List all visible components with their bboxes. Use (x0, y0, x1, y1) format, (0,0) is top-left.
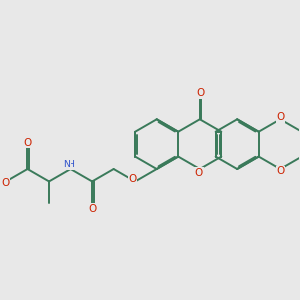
Text: O: O (277, 112, 285, 122)
Text: H: H (67, 160, 74, 169)
Text: N: N (63, 160, 70, 169)
Text: O: O (88, 204, 97, 214)
Text: O: O (277, 166, 285, 176)
Text: O: O (128, 174, 136, 184)
Text: O: O (196, 88, 204, 98)
Text: O: O (195, 168, 203, 178)
Text: O: O (1, 178, 10, 188)
Text: O: O (24, 138, 32, 148)
